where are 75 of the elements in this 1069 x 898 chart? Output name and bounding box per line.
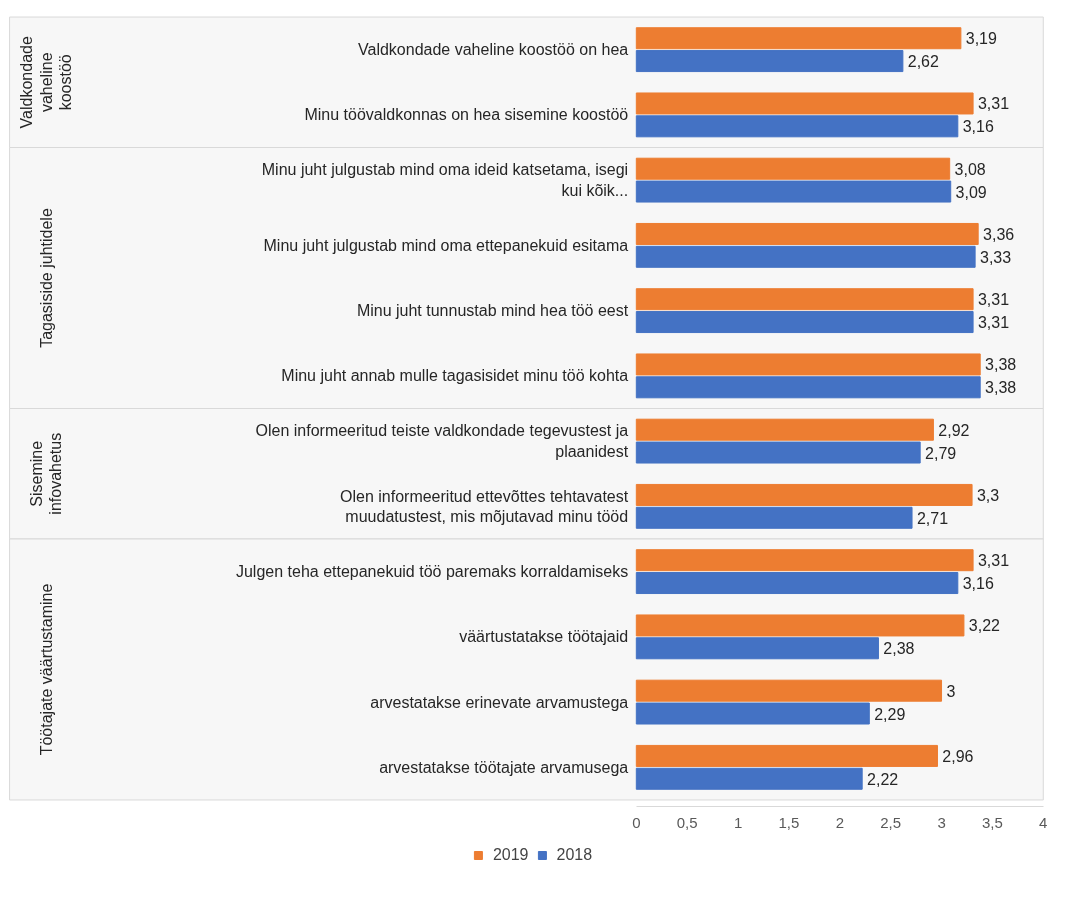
bar — [635, 549, 974, 572]
bar — [635, 376, 981, 399]
x-tick-label: 4 — [1039, 813, 1048, 831]
data-label: 2,71 — [916, 509, 949, 527]
data-label: 3,31 — [977, 95, 1010, 113]
x-tick-label: 2 — [835, 813, 844, 831]
bar — [635, 441, 921, 464]
x-tick-label: 3 — [937, 813, 946, 831]
x-tick-label: 0,5 — [676, 813, 698, 831]
data-label: 3,19 — [965, 30, 997, 48]
legend-label: 2018 — [556, 846, 593, 864]
y-tick-label: Minu juht julgustab mind oma ettepanekuid esitama — [263, 236, 629, 254]
band-label: Töötajate väärtustamine — [37, 583, 55, 756]
data-label: 2,22 — [867, 770, 899, 788]
bar — [635, 679, 943, 702]
bar — [635, 245, 976, 268]
bar — [635, 157, 951, 180]
bar — [635, 27, 962, 50]
y-tick-label: Minu juht annab mulle tagasisidet minu töö kohta — [281, 367, 629, 385]
data-label: 2,38 — [883, 640, 915, 658]
data-label: 3 — [946, 682, 956, 700]
data-label: 3,09 — [955, 183, 987, 201]
bar — [635, 222, 979, 245]
band-label: Sisemine infovahetus — [27, 432, 65, 515]
bar — [635, 92, 974, 115]
data-label: 2,92 — [938, 421, 970, 439]
data-label: 3,31 — [977, 552, 1010, 570]
data-label: 3,38 — [985, 356, 1017, 374]
bar — [635, 50, 904, 73]
y-tick-label: arvestatakse erinevate arvamustega — [370, 693, 629, 711]
bar — [635, 115, 959, 138]
y-tick-label: Olen informeeritud ettevõttes tehtavatest muudatustest, mis mõjutavad minu tööd — [340, 487, 629, 526]
y-tick-label: Minu juht tunnustab mind hea töö eest — [356, 302, 629, 320]
bar — [635, 637, 879, 660]
x-tick-label: 1 — [733, 813, 743, 831]
y-tick-label: Julgen teha ettepanekuid töö paremaks korraldamiseks — [235, 563, 629, 581]
bar — [635, 311, 974, 334]
legend-label: 2019 — [492, 846, 529, 864]
data-label: 3,33 — [980, 248, 1012, 266]
data-label: 3,16 — [962, 118, 994, 136]
x-tick-label: 3,5 — [981, 813, 1003, 831]
data-label: 2,62 — [907, 53, 940, 71]
data-label: 2,96 — [942, 747, 974, 765]
data-label: 2,29 — [874, 705, 906, 723]
x-tick-label: 1,5 — [778, 813, 800, 831]
bar — [635, 572, 959, 595]
y-tick-label: Minu juht julgustab mind oma ideid katsetama, isegi kui kõik... — [261, 161, 629, 199]
data-label: 3,08 — [954, 160, 986, 178]
bar — [635, 744, 938, 767]
data-label: 3,31 — [977, 291, 1010, 309]
x-tick-label: 2,5 — [880, 813, 902, 831]
bar — [635, 288, 974, 311]
data-label: 3,22 — [968, 617, 1001, 635]
bar — [635, 483, 973, 506]
bar — [635, 506, 913, 529]
data-label: 3,36 — [983, 225, 1015, 243]
data-label: 3,16 — [962, 575, 994, 593]
y-tick-label: Valdkondade vaheline koostöö on hea — [358, 41, 629, 59]
data-label: 3,3 — [976, 486, 1000, 504]
bar — [635, 614, 965, 637]
band-label: Valdkondade vaheline koostöö — [18, 36, 75, 129]
x-tick-label: 0 — [632, 813, 641, 831]
bar — [635, 702, 870, 725]
bar — [635, 180, 952, 203]
y-tick-label: Olen informeeritud teiste valdkondade tegevustest ja plaanidest — [255, 422, 629, 460]
bar — [635, 767, 863, 790]
y-tick-label: väärtustatakse töötajaid — [459, 628, 629, 646]
y-tick-label: Minu töövaldkonnas on hea sisemine koostöö — [304, 106, 629, 124]
bar — [635, 418, 934, 441]
band-label: Tagasiside juhtidele — [37, 208, 55, 348]
bar — [635, 353, 981, 376]
data-label: 3,31 — [977, 314, 1010, 332]
y-tick-label: arvestatakse töötajate arvamusega — [379, 758, 629, 776]
data-label: 2,79 — [925, 444, 957, 462]
data-label: 3,38 — [985, 379, 1017, 397]
